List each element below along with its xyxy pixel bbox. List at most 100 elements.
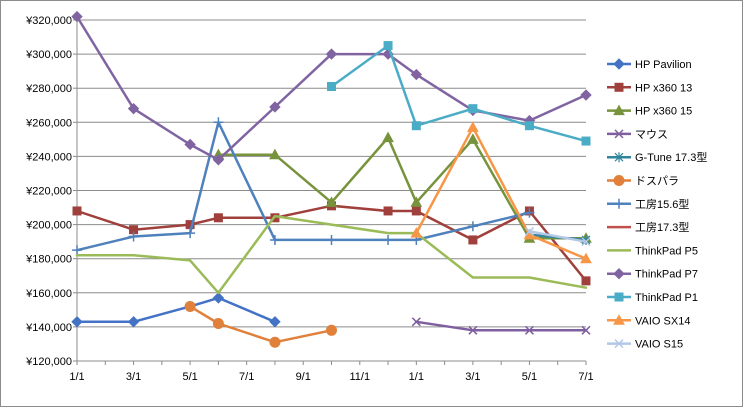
data-point xyxy=(326,234,337,245)
x-tick-label: 9/1 xyxy=(296,371,311,383)
data-point xyxy=(468,325,478,335)
data-point xyxy=(325,48,338,60)
legend-label: ThinkPad P1 xyxy=(635,292,698,304)
legend-marker xyxy=(614,339,624,349)
data-point xyxy=(410,68,423,81)
legend-label: HP Pavilion xyxy=(635,59,692,71)
legend-marker xyxy=(613,175,625,186)
legend-marker xyxy=(614,198,624,209)
data-point xyxy=(269,101,281,113)
series-line xyxy=(217,136,588,240)
data-point xyxy=(212,154,225,166)
legend-marker xyxy=(614,292,624,302)
y-tick-label: ¥240,000 xyxy=(25,151,72,163)
data-point xyxy=(127,102,140,115)
data-point xyxy=(524,121,534,131)
legend-entry: VAIO SX14 xyxy=(607,314,690,327)
series-line xyxy=(75,214,588,295)
y-tick-label: ¥140,000 xyxy=(25,322,72,334)
y-tick-label: ¥280,000 xyxy=(25,83,72,95)
series-12 xyxy=(524,226,591,247)
data-point xyxy=(383,234,394,245)
legend-label: HP x360 15 xyxy=(635,106,692,118)
legend-marker xyxy=(613,314,625,325)
legend-entry: ドスパラ xyxy=(607,175,679,188)
legend-entry: ThinkPad P5 xyxy=(607,245,698,257)
legend-label: G-Tune 17.3型 xyxy=(635,150,707,164)
data-point xyxy=(467,221,478,232)
data-point xyxy=(411,121,421,131)
legend-entry: VAIO S15 xyxy=(607,339,683,351)
data-point xyxy=(325,196,338,207)
legend-label: HP x360 13 xyxy=(635,82,692,94)
legend-marker xyxy=(613,104,625,116)
data-point xyxy=(269,316,281,328)
x-tick-label: 5/1 xyxy=(522,371,537,383)
x-tick-label: 7/1 xyxy=(578,371,593,383)
data-point xyxy=(581,234,591,245)
y-tick-label: ¥260,000 xyxy=(25,117,72,129)
legend-marker xyxy=(614,152,624,163)
legend-marker xyxy=(613,58,625,70)
series-line xyxy=(188,305,333,344)
legend-label: ThinkPad P5 xyxy=(635,245,698,257)
legend-marker xyxy=(614,129,624,139)
data-point xyxy=(580,89,592,101)
series-line xyxy=(75,121,531,252)
legend: HP Pavilion HP x360 13 HP x360 15 マウス G-Tune… xyxy=(607,58,707,351)
data-point xyxy=(184,300,196,312)
data-point xyxy=(269,234,280,245)
data-point xyxy=(72,206,82,216)
data-point xyxy=(71,316,83,328)
data-point xyxy=(269,336,281,348)
x-tick-label: 1/1 xyxy=(409,371,424,383)
series-10 xyxy=(327,41,591,146)
data-point xyxy=(411,317,421,327)
legend-marker xyxy=(613,267,625,280)
x-tick-label: 1/1 xyxy=(69,371,84,383)
data-point xyxy=(524,226,534,236)
legend-entry: マウス xyxy=(607,128,668,141)
legend-entry: HP x360 15 xyxy=(607,104,692,118)
data-point xyxy=(269,148,281,160)
data-point xyxy=(185,228,196,239)
data-point xyxy=(383,206,393,216)
legend-label: 工房17.3型 xyxy=(635,220,689,234)
legend-entry: G-Tune 17.3型 xyxy=(607,150,707,164)
data-point xyxy=(71,10,83,23)
data-point xyxy=(524,207,535,218)
data-point xyxy=(581,237,591,247)
data-point xyxy=(184,138,196,151)
series-5 xyxy=(184,300,337,348)
y-tick-label: ¥160,000 xyxy=(25,288,72,300)
data-point xyxy=(383,41,393,51)
legend-marker xyxy=(614,82,624,92)
data-point xyxy=(411,206,421,216)
data-point xyxy=(382,131,394,143)
data-point xyxy=(580,252,592,264)
data-point xyxy=(213,117,224,128)
data-point xyxy=(327,81,336,91)
data-point xyxy=(127,316,140,328)
legend-label: ドスパラ xyxy=(635,175,679,188)
y-tick-label: ¥320,000 xyxy=(25,15,72,27)
series-line xyxy=(330,44,588,143)
legend-entry: ThinkPad P1 xyxy=(607,292,698,304)
legend-entry: ThinkPad P7 xyxy=(607,267,698,281)
legend-label: VAIO S15 xyxy=(635,339,683,351)
data-point xyxy=(326,324,337,336)
series-line xyxy=(415,126,588,260)
data-point xyxy=(468,104,478,114)
x-tick-label: 5/1 xyxy=(182,371,197,383)
data-point xyxy=(581,276,591,286)
data-point xyxy=(524,325,534,335)
x-tick-label: 11/1 xyxy=(349,371,370,383)
data-point xyxy=(410,227,423,238)
y-tick-label: ¥220,000 xyxy=(25,186,72,198)
data-point xyxy=(72,245,82,256)
data-point xyxy=(467,133,479,144)
data-point xyxy=(410,196,423,207)
y-tick-label: ¥200,000 xyxy=(25,220,72,232)
